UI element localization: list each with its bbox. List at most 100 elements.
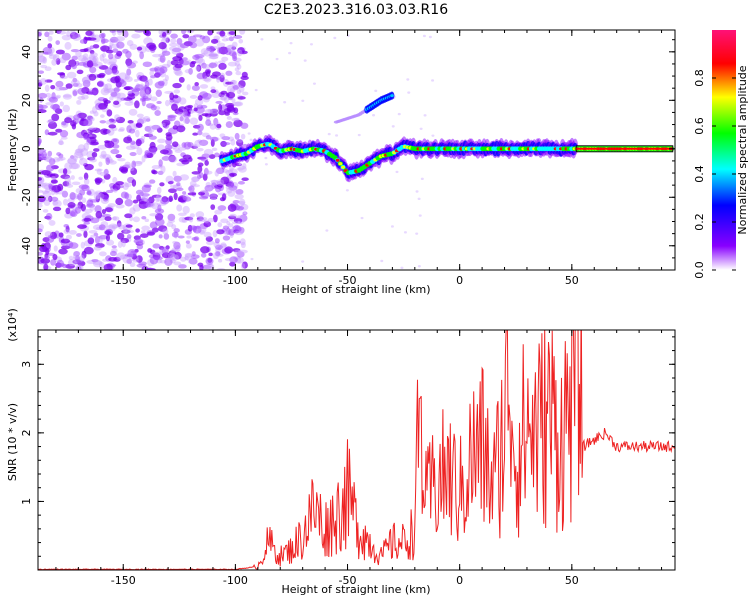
secondary-signal-core <box>390 94 394 98</box>
noise-speckle <box>146 231 156 236</box>
noise-speckle <box>209 193 218 199</box>
noise-speckle <box>42 190 52 197</box>
noise-speckle <box>86 189 92 195</box>
noise-speckle <box>84 129 91 133</box>
noise-speckle <box>226 44 236 53</box>
noise-speckle <box>64 162 73 171</box>
noise-speckle <box>199 84 209 89</box>
noise-speckle <box>110 148 120 155</box>
noise-speckle <box>83 48 89 52</box>
noise-speckle <box>249 138 253 142</box>
noise-speckle <box>38 203 43 208</box>
noise-speckle <box>164 144 173 150</box>
noise-speckle <box>167 213 176 222</box>
noise-speckle <box>38 92 48 99</box>
noise-speckle <box>227 61 237 67</box>
noise-speckle <box>68 255 74 261</box>
noise-speckle <box>240 241 246 249</box>
noise-speckle <box>155 195 160 203</box>
noise-speckle <box>197 162 204 167</box>
noise-speckle <box>83 221 90 225</box>
noise-speckle <box>136 46 143 51</box>
noise-speckle <box>171 224 177 230</box>
noise-speckle <box>400 266 404 270</box>
noise-speckle <box>217 60 226 64</box>
noise-speckle <box>335 134 339 137</box>
noise-speckle <box>107 203 116 208</box>
noise-speckle <box>118 166 129 173</box>
noise-speckle <box>168 195 173 202</box>
noise-speckle <box>123 226 128 234</box>
noise-speckle <box>126 258 132 264</box>
noise-speckle <box>182 191 187 195</box>
noise-speckle <box>57 140 65 146</box>
noise-speckle <box>171 48 181 55</box>
noise-speckle <box>88 53 96 61</box>
noise-speckle <box>214 209 223 215</box>
noise-speckle <box>87 237 95 245</box>
noise-speckle <box>198 195 209 200</box>
noise-speckle <box>102 194 109 202</box>
noise-speckle <box>82 79 91 88</box>
noise-speckle <box>91 258 99 263</box>
noise-speckle <box>141 225 151 231</box>
noise-speckle <box>135 228 140 233</box>
noise-speckle <box>149 67 159 72</box>
noise-speckle <box>115 154 122 159</box>
noise-speckle <box>183 116 188 124</box>
noise-speckle <box>141 194 149 202</box>
noise-speckle <box>134 30 145 33</box>
noise-speckle <box>90 234 98 238</box>
noise-speckle <box>62 180 70 187</box>
noise-speckle <box>48 96 58 103</box>
noise-speckle <box>152 243 161 249</box>
noise-speckle <box>114 114 121 121</box>
noise-speckle <box>214 152 220 158</box>
noise-speckle <box>38 138 42 146</box>
noise-speckle <box>172 125 178 130</box>
noise-speckle <box>242 91 249 96</box>
noise-speckle <box>139 83 145 91</box>
noise-speckle <box>126 62 137 69</box>
noise-speckle <box>131 33 141 39</box>
noise-speckle <box>168 46 178 51</box>
noise-speckle <box>88 73 97 81</box>
noise-speckle <box>228 180 234 189</box>
noise-speckle <box>217 222 223 228</box>
noise-speckle <box>64 175 72 183</box>
noise-speckle <box>236 251 245 258</box>
noise-speckle <box>104 230 112 235</box>
noise-speckle <box>161 155 171 161</box>
noise-speckle <box>160 198 170 205</box>
noise-speckle <box>254 88 258 92</box>
noise-speckle <box>155 89 162 98</box>
noise-speckle <box>417 197 421 201</box>
noise-speckle <box>102 258 108 262</box>
noise-speckle <box>201 92 212 100</box>
noise-speckle <box>181 60 190 66</box>
noise-speckle <box>224 96 229 104</box>
spectrogram-ytick-label: 0 <box>20 145 33 152</box>
noise-speckle <box>176 38 183 45</box>
noise-speckle <box>158 234 163 239</box>
noise-speckle <box>172 240 178 245</box>
noise-speckle <box>172 141 179 148</box>
noise-speckle <box>214 238 220 244</box>
noise-speckle <box>47 131 58 136</box>
noise-speckle <box>185 243 192 249</box>
spectrogram-xtick-label: -150 <box>111 274 136 287</box>
noise-speckle <box>65 234 72 240</box>
noise-speckle <box>104 207 113 213</box>
noise-speckle <box>72 77 78 83</box>
noise-speckle <box>116 220 122 228</box>
noise-speckle <box>136 194 141 202</box>
noise-speckle <box>205 119 212 127</box>
noise-speckle <box>147 128 153 134</box>
noise-speckle <box>57 72 65 76</box>
noise-speckle <box>99 251 107 257</box>
spectrogram-ytick-label: -20 <box>20 188 33 206</box>
signal-peak <box>335 158 340 162</box>
noise-speckle <box>178 76 185 83</box>
noise-speckle <box>233 35 243 39</box>
snr-series-line <box>38 330 675 570</box>
